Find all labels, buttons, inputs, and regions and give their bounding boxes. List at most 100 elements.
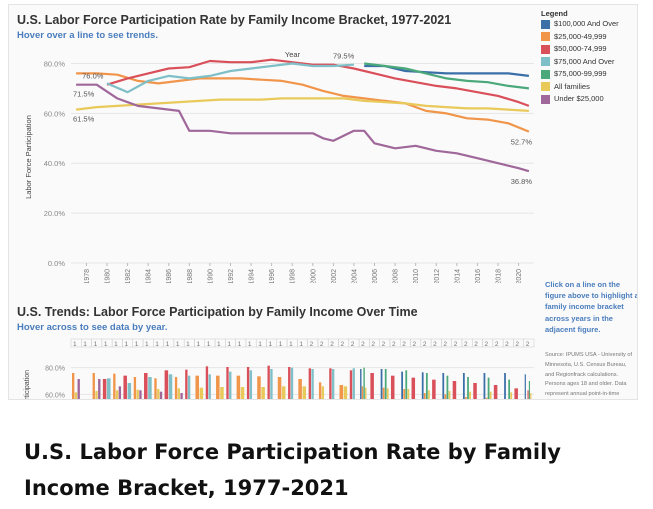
bar[interactable]	[432, 379, 436, 400]
bar[interactable]	[487, 377, 490, 400]
bar[interactable]	[164, 370, 169, 400]
legend-item[interactable]: All families	[541, 82, 590, 93]
bar[interactable]	[92, 373, 95, 400]
bar[interactable]	[448, 391, 451, 400]
bar[interactable]	[195, 375, 199, 400]
bar[interactable]	[249, 370, 253, 400]
bar[interactable]	[118, 386, 122, 400]
bar[interactable]	[483, 373, 486, 400]
bar[interactable]	[331, 369, 335, 400]
bar[interactable]	[390, 375, 395, 400]
bar[interactable]	[425, 373, 428, 400]
bar[interactable]	[382, 387, 385, 400]
bar[interactable]	[107, 378, 111, 400]
bar[interactable]	[405, 370, 408, 400]
bar[interactable]	[444, 394, 447, 400]
bar[interactable]	[452, 381, 457, 400]
bar[interactable]	[530, 393, 532, 400]
bar[interactable]	[136, 389, 139, 400]
bar[interactable]	[177, 388, 181, 400]
bar[interactable]	[174, 377, 178, 400]
bar[interactable]	[467, 377, 469, 400]
bar[interactable]	[144, 373, 148, 400]
bar[interactable]	[446, 375, 449, 400]
bar[interactable]	[423, 393, 426, 400]
series-line[interactable]	[106, 62, 354, 94]
bar[interactable]	[401, 371, 404, 400]
bar[interactable]	[343, 386, 348, 400]
bar[interactable]	[133, 377, 137, 400]
bar[interactable]	[168, 374, 173, 400]
series-line[interactable]	[75, 97, 529, 112]
bar[interactable]	[442, 373, 445, 400]
bar[interactable]	[311, 369, 314, 400]
line-chart[interactable]: Year 0.0% 20.0% 40.0% 60.0% 80.0% Labor Force …	[9, 43, 539, 283]
legend-item[interactable]: $100,000 And Over	[541, 19, 619, 30]
bar[interactable]	[363, 367, 365, 400]
bar[interactable]	[77, 379, 80, 400]
bar[interactable]	[157, 389, 160, 400]
bar[interactable]	[386, 388, 389, 400]
legend-item[interactable]: $50,000-74,999	[541, 44, 607, 55]
bar[interactable]	[288, 367, 291, 400]
bar[interactable]	[349, 370, 353, 400]
bar[interactable]	[240, 387, 245, 400]
bar[interactable]	[98, 379, 101, 400]
bar[interactable]	[339, 385, 344, 400]
bar[interactable]	[127, 383, 132, 400]
bar[interactable]	[493, 385, 498, 400]
bar[interactable]	[329, 368, 332, 400]
bar[interactable]	[270, 369, 273, 400]
bar[interactable]	[220, 387, 224, 400]
bar[interactable]	[321, 386, 325, 400]
bar[interactable]	[205, 366, 209, 400]
bar[interactable]	[226, 367, 229, 400]
bar[interactable]	[365, 387, 367, 400]
bar[interactable]	[514, 388, 518, 400]
series-line[interactable]	[106, 58, 530, 107]
bar[interactable]	[159, 391, 163, 400]
bar[interactable]	[485, 397, 488, 400]
bar[interactable]	[261, 387, 265, 400]
bar[interactable]	[524, 374, 526, 400]
bar[interactable]	[384, 369, 387, 400]
bar[interactable]	[428, 390, 430, 400]
bar[interactable]	[302, 386, 307, 400]
bar[interactable]	[308, 368, 311, 400]
bar[interactable]	[185, 369, 188, 400]
bar[interactable]	[236, 375, 241, 400]
bar[interactable]	[74, 392, 78, 400]
series-line[interactable]	[76, 83, 530, 173]
bar[interactable]	[411, 377, 416, 400]
bar[interactable]	[318, 382, 322, 400]
bar[interactable]	[277, 377, 282, 400]
bar[interactable]	[199, 387, 204, 400]
legend-item[interactable]: Under $25,000	[541, 94, 604, 105]
bar[interactable]	[403, 389, 406, 400]
bar[interactable]	[123, 375, 127, 400]
bar[interactable]	[370, 373, 374, 400]
bar[interactable]	[148, 377, 152, 400]
bar[interactable]	[421, 372, 424, 400]
bar[interactable]	[489, 391, 492, 400]
series-line[interactable]	[76, 72, 530, 133]
legend-item[interactable]: $25,000-49,999	[541, 32, 607, 43]
bar[interactable]	[216, 375, 220, 400]
bar[interactable]	[267, 365, 270, 400]
series-line[interactable]	[364, 62, 530, 90]
bar[interactable]	[298, 379, 302, 400]
bar[interactable]	[113, 373, 116, 400]
bar[interactable]	[229, 371, 232, 400]
bar[interactable]	[380, 369, 383, 400]
bar[interactable]	[290, 367, 294, 400]
bar[interactable]	[508, 379, 511, 400]
bar[interactable]	[180, 393, 183, 400]
bar[interactable]	[208, 374, 211, 400]
bar[interactable]	[281, 386, 286, 400]
bar[interactable]	[115, 390, 119, 400]
bar[interactable]	[462, 373, 465, 400]
bar[interactable]	[102, 379, 107, 400]
bar[interactable]	[407, 389, 410, 400]
bar[interactable]	[72, 373, 75, 400]
